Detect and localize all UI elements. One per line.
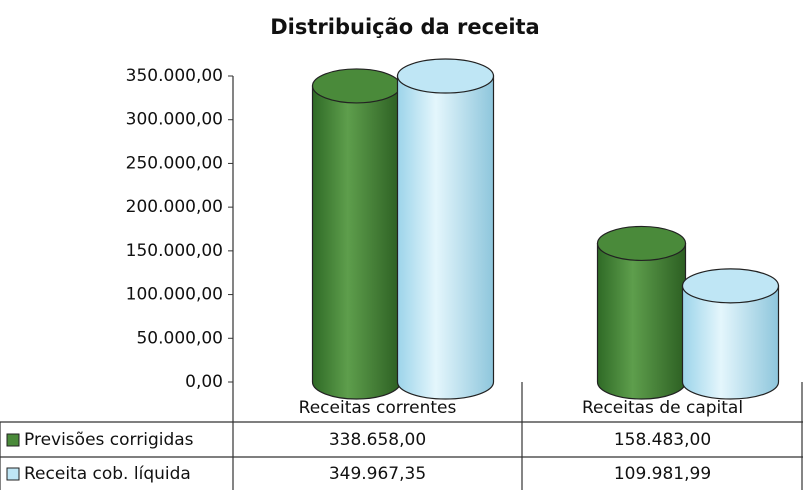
legend-swatch	[6, 467, 20, 481]
cylinder-top	[596, 225, 687, 262]
cylinder-top	[396, 58, 495, 94]
cylinder-top	[681, 268, 780, 304]
y-tick-label: 50.000,00	[136, 328, 223, 348]
y-tick-label: 300.000,00	[126, 110, 223, 130]
chart-title: Distribuição da receita	[270, 15, 539, 39]
legend-swatch	[6, 433, 20, 447]
cylinder-body	[681, 285, 780, 400]
legend-label: Previsões corrigidas	[24, 430, 194, 450]
cylinder-body	[311, 85, 402, 400]
table-value: 349.967,35	[329, 464, 426, 484]
cylinder-body	[396, 75, 495, 400]
y-tick-label: 0,00	[185, 372, 223, 392]
cylinder-body	[596, 242, 687, 400]
y-tick-label: 200.000,00	[126, 197, 223, 217]
y-tick-label: 150.000,00	[126, 241, 223, 261]
table-value: 158.483,00	[614, 430, 711, 450]
y-tick-label: 350.000,00	[126, 66, 223, 86]
cylinder-top	[311, 68, 402, 104]
cylinder	[311, 68, 402, 400]
table-value: 109.981,99	[614, 464, 711, 484]
cylinder	[396, 58, 495, 400]
x-tick-label: Receitas de capital	[582, 398, 743, 418]
y-tick-label: 100.000,00	[126, 285, 223, 305]
x-tick-label: Receitas correntes	[299, 398, 457, 418]
legend-label: Receita cob. líquida	[24, 464, 191, 484]
y-tick-label: 250.000,00	[126, 153, 223, 173]
table-value: 338.658,00	[329, 430, 426, 450]
cylinder	[681, 268, 780, 400]
cylinder	[596, 225, 687, 400]
